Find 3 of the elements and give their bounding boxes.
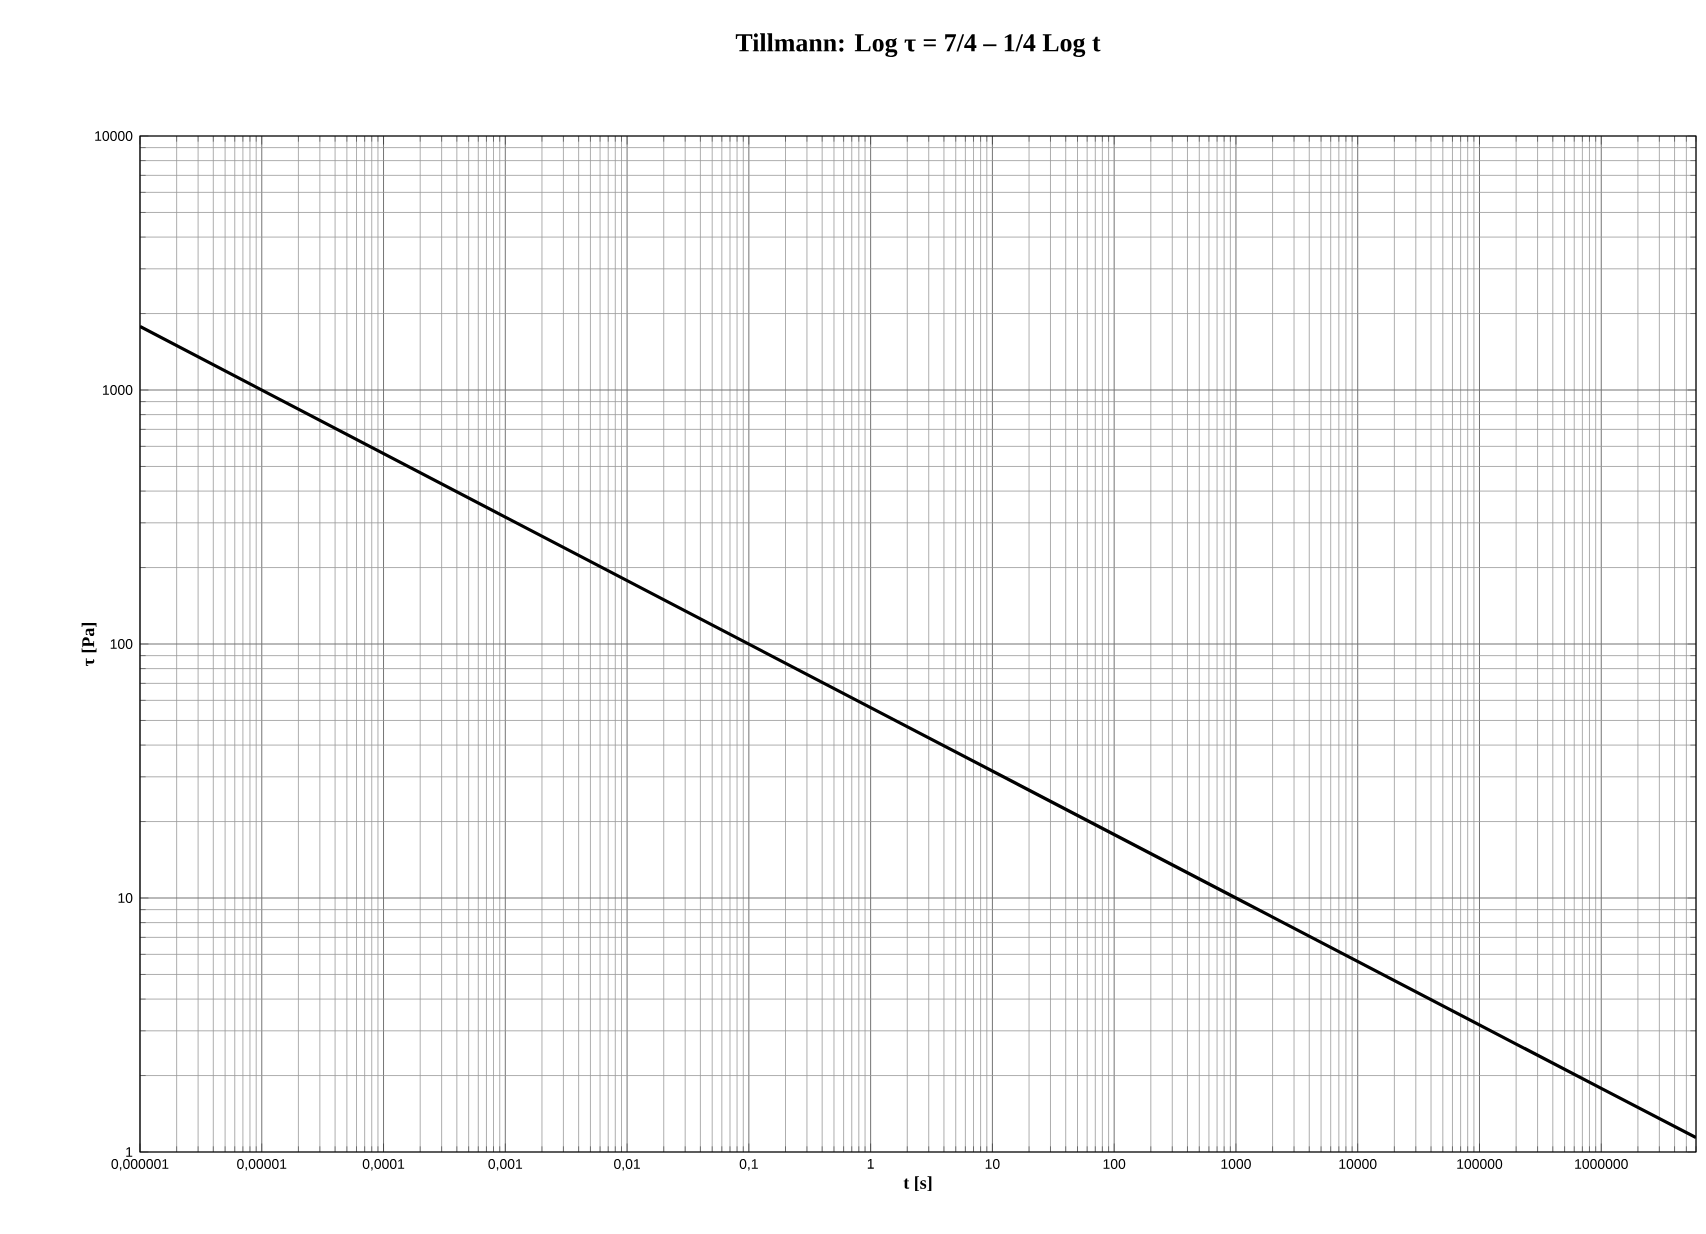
x-axis-title: t [s]	[903, 1176, 932, 1192]
y-axis-title: τ [Pa]	[81, 623, 97, 666]
chart-title: Tillmann: Log τ = 7/4 – 1/4 Log t	[735, 33, 1101, 57]
